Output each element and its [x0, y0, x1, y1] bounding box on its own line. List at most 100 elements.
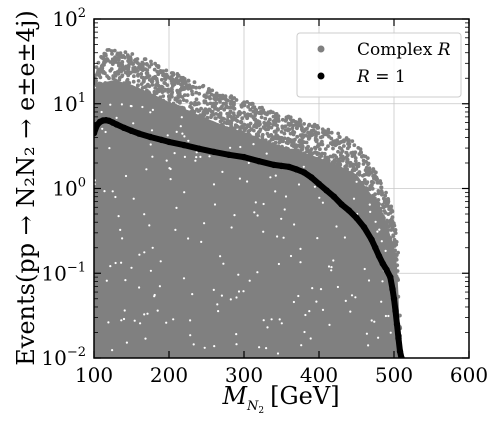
complex-r-point [229, 124, 234, 128]
complex-r-gap [219, 255, 222, 258]
complex-r-point [225, 132, 230, 137]
complex-r-point [214, 116, 218, 121]
complex-r-gap [129, 104, 132, 108]
complex-r-point [350, 139, 355, 144]
complex-r-gap [380, 240, 383, 243]
complex-r-point [265, 145, 270, 150]
complex-r-point [285, 154, 290, 159]
complex-r-gap [318, 196, 321, 199]
complex-r-point [257, 122, 261, 127]
complex-r-point [193, 117, 198, 122]
complex-r-point [378, 209, 383, 213]
complex-r-point [336, 169, 341, 174]
r-equals-1-point [135, 130, 143, 137]
complex-r-point [248, 137, 253, 142]
complex-r-point [268, 144, 273, 149]
complex-r-point [371, 193, 375, 198]
complex-r-point [300, 129, 305, 133]
y-tick-label: 10−1 [41, 260, 86, 285]
complex-r-point [190, 111, 195, 115]
complex-r-gap [156, 309, 159, 312]
complex-r-point [395, 276, 400, 281]
r-equals-1-point [165, 138, 173, 146]
complex-r-point [153, 61, 158, 66]
complex-r-point [199, 125, 204, 129]
complex-r-gap [311, 287, 314, 290]
complex-r-gap [130, 266, 133, 269]
complex-r-gap [123, 309, 126, 312]
complex-r-gap [132, 197, 135, 200]
complex-r-point [300, 147, 305, 152]
r-equals-1-point [195, 145, 203, 152]
complex-r-point [328, 154, 333, 159]
complex-r-point [379, 212, 384, 217]
complex-r-point [333, 143, 338, 148]
complex-r-point [232, 102, 236, 107]
complex-r-point [208, 101, 213, 106]
complex-r-point [228, 136, 233, 141]
complex-r-point [210, 104, 215, 109]
complex-r-point [253, 113, 257, 118]
complex-r-point [112, 88, 117, 93]
complex-r-gap [169, 178, 172, 181]
complex-r-gap [266, 326, 269, 329]
complex-r-point [103, 81, 108, 85]
complex-r-point [279, 148, 283, 153]
complex-r-point [232, 107, 237, 111]
complex-r-point [285, 137, 290, 142]
complex-r-gap [203, 222, 206, 225]
complex-r-point [175, 88, 180, 93]
complex-r-point [361, 158, 366, 163]
complex-r-point [147, 84, 152, 89]
complex-r-gap [150, 129, 154, 132]
complex-r-point [131, 79, 136, 84]
complex-r-point [391, 253, 396, 258]
complex-r-gap [355, 180, 358, 183]
complex-r-point [190, 92, 195, 96]
complex-r-point [105, 89, 110, 94]
complex-r-point [377, 202, 381, 206]
complex-r-point [207, 107, 212, 112]
complex-r-point [389, 204, 394, 209]
complex-r-point [279, 135, 284, 140]
complex-r-gap [182, 277, 186, 280]
complex-r-point [159, 84, 164, 89]
complex-r-gap [235, 343, 238, 346]
complex-r-point [105, 83, 109, 88]
complex-r-gap [148, 224, 151, 227]
complex-r-point [347, 176, 352, 181]
complex-r-gap [121, 237, 124, 240]
complex-r-point [218, 106, 223, 111]
r-equals-1-point [270, 161, 278, 169]
complex-r-point [197, 91, 202, 96]
complex-r-point [283, 124, 288, 129]
complex-r-point [189, 101, 194, 106]
complex-r-gap [252, 143, 255, 146]
complex-r-point [245, 116, 250, 121]
complex-r-gap [297, 294, 300, 298]
complex-r-point [360, 180, 365, 185]
complex-r-point [224, 135, 229, 140]
complex-r-point [171, 71, 175, 76]
complex-r-point [144, 84, 149, 89]
r-equals-1-point [293, 166, 300, 173]
complex-r-point [339, 175, 343, 180]
x-tick-label: 500 [375, 363, 413, 387]
complex-r-point [364, 167, 369, 172]
complex-r-gap [297, 183, 301, 186]
complex-r-point [316, 160, 320, 165]
complex-r-point [327, 171, 332, 176]
complex-r-point [230, 117, 235, 122]
complex-r-point [123, 55, 127, 60]
complex-r-point [181, 75, 186, 80]
complex-r-gap [109, 103, 112, 106]
complex-r-point [185, 86, 190, 90]
complex-r-point [319, 135, 323, 140]
complex-r-point [169, 91, 174, 96]
complex-r-point [110, 52, 114, 56]
complex-r-point [169, 74, 174, 79]
complex-r-gap [165, 321, 168, 324]
complex-r-point [334, 155, 339, 160]
complex-r-gap [124, 174, 128, 178]
complex-r-point [144, 90, 149, 94]
